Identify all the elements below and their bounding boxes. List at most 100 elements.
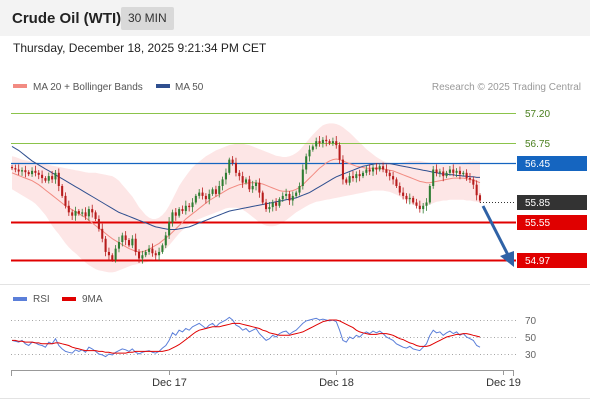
candle-body — [204, 195, 207, 200]
candle — [455, 168, 458, 178]
candle-body — [338, 145, 341, 160]
candle — [468, 172, 472, 183]
candle — [265, 198, 268, 212]
candle — [462, 170, 465, 177]
candle-body — [10, 166, 14, 169]
candle — [361, 170, 365, 179]
candle — [84, 207, 87, 220]
chart-datetime: Thursday, December 18, 2025 9:21:34 PM C… — [13, 41, 267, 55]
candle — [268, 201, 271, 213]
candle-body — [248, 179, 251, 190]
candle — [231, 156, 234, 166]
candle — [412, 195, 415, 205]
rsi-tick-label-50: 50 — [525, 333, 537, 344]
candle — [81, 208, 84, 217]
candle — [328, 139, 331, 146]
candle-body — [422, 205, 425, 210]
candle-body — [91, 209, 94, 213]
candle — [154, 250, 157, 260]
candle-body — [241, 176, 244, 183]
candle-body — [318, 141, 321, 144]
candle-body — [331, 141, 334, 144]
candle — [51, 170, 54, 183]
level-label-56-45: 56.45 — [525, 159, 550, 170]
candle-body — [20, 170, 24, 172]
candle — [418, 200, 421, 213]
candle — [348, 172, 351, 186]
candle-body — [405, 195, 408, 200]
band-layer — [12, 123, 480, 273]
rsi-legend: RSI 9MA — [13, 294, 103, 305]
candle — [47, 172, 50, 184]
candle — [24, 165, 27, 178]
candle — [278, 197, 281, 208]
timeframe-button[interactable]: 30 MIN — [121, 7, 174, 30]
candle-body — [211, 189, 214, 194]
candle-body — [234, 162, 238, 173]
candle — [475, 180, 478, 201]
rsi-tick-label-30: 30 — [525, 350, 537, 361]
candle — [382, 162, 385, 173]
candle-body — [121, 235, 124, 243]
candle — [422, 203, 425, 214]
candle — [151, 243, 154, 257]
candle — [148, 245, 151, 255]
candle-body — [47, 176, 50, 181]
candle-body — [428, 186, 431, 203]
candle — [345, 177, 348, 185]
candle-body — [298, 186, 301, 193]
candle — [178, 207, 181, 218]
candle-body — [388, 172, 391, 177]
candle — [301, 164, 304, 190]
candle — [168, 217, 171, 240]
candle — [87, 206, 90, 221]
candle-body — [97, 218, 100, 229]
candle-body — [351, 176, 355, 179]
candle — [298, 182, 301, 196]
candle-body — [478, 195, 482, 201]
level-label-56-75: 56.75 — [525, 139, 550, 150]
candle — [288, 191, 291, 205]
candle-body — [81, 212, 84, 214]
candle — [335, 136, 338, 149]
candle-body — [61, 186, 64, 196]
candle — [20, 167, 24, 176]
candle-body — [37, 172, 40, 175]
candle-body — [268, 207, 271, 210]
candle — [121, 232, 124, 247]
candle-body — [238, 172, 241, 177]
candle-body — [345, 179, 348, 183]
main-legend: MA 20 + Bollinger Bands MA 50 Research ©… — [13, 82, 581, 93]
candle — [432, 165, 435, 189]
candle — [395, 177, 398, 188]
candle-body — [198, 192, 201, 196]
candle-body — [148, 248, 151, 252]
candle — [408, 193, 411, 205]
candle — [315, 137, 318, 150]
candle-body — [171, 212, 174, 223]
candle-body — [131, 238, 134, 246]
candle-body — [27, 172, 30, 175]
candle — [258, 178, 261, 198]
candle — [67, 200, 70, 216]
level-box-56-45 — [517, 156, 587, 171]
candle — [171, 209, 174, 227]
candle — [191, 198, 194, 213]
candle — [355, 171, 358, 183]
candle-body — [415, 202, 418, 206]
candle — [101, 223, 104, 243]
candle-body — [325, 139, 328, 142]
candle — [458, 166, 461, 180]
candle — [305, 153, 308, 174]
candle-body — [117, 242, 121, 249]
candle-body — [418, 205, 421, 210]
candle — [64, 192, 67, 209]
candle — [402, 187, 405, 200]
candle-body — [188, 205, 191, 208]
x-tick-label: Dec 19 — [486, 377, 521, 389]
candle — [244, 177, 248, 185]
candle — [74, 206, 77, 221]
candle — [174, 208, 177, 221]
rsi-lines — [11, 316, 481, 358]
